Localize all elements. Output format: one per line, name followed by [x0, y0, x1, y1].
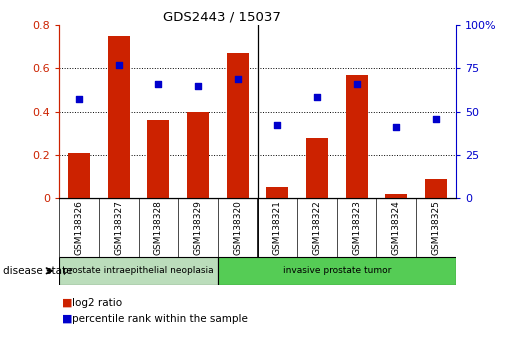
Point: [313, 94, 321, 99]
Point: [154, 81, 162, 87]
Text: GSM138324: GSM138324: [392, 200, 401, 255]
Bar: [187, 112, 209, 198]
Bar: [385, 194, 407, 198]
Text: disease state: disease state: [3, 266, 72, 276]
Point: [392, 124, 401, 130]
Text: GSM138326: GSM138326: [75, 200, 83, 255]
Point: [352, 81, 360, 87]
Text: GSM138321: GSM138321: [273, 200, 282, 255]
Bar: [59, 257, 218, 285]
Text: prostate intraepithelial neoplasia: prostate intraepithelial neoplasia: [63, 266, 214, 275]
Text: log2 ratio: log2 ratio: [72, 298, 122, 308]
Bar: [218, 257, 456, 285]
Bar: [425, 179, 447, 198]
Text: GSM138328: GSM138328: [154, 200, 163, 255]
Bar: [266, 187, 288, 198]
Bar: [306, 137, 328, 198]
Bar: [68, 153, 90, 198]
Point: [233, 76, 242, 82]
Bar: [147, 120, 169, 198]
Text: invasive prostate tumor: invasive prostate tumor: [283, 266, 391, 275]
Point: [114, 62, 123, 68]
Text: GSM138327: GSM138327: [114, 200, 123, 255]
Text: GSM138325: GSM138325: [432, 200, 440, 255]
Bar: [346, 75, 368, 198]
Text: ■: ■: [62, 314, 72, 324]
Text: percentile rank within the sample: percentile rank within the sample: [72, 314, 248, 324]
Point: [432, 116, 440, 122]
Bar: [227, 53, 249, 198]
Text: ■: ■: [62, 298, 72, 308]
Text: GDS2443 / 15037: GDS2443 / 15037: [163, 11, 280, 24]
Text: GSM138322: GSM138322: [313, 200, 321, 255]
Text: GSM138329: GSM138329: [194, 200, 202, 255]
Text: GSM138320: GSM138320: [233, 200, 242, 255]
Point: [75, 96, 83, 101]
Point: [273, 122, 281, 128]
Point: [194, 84, 202, 89]
Bar: [108, 36, 130, 198]
Text: GSM138323: GSM138323: [352, 200, 361, 255]
